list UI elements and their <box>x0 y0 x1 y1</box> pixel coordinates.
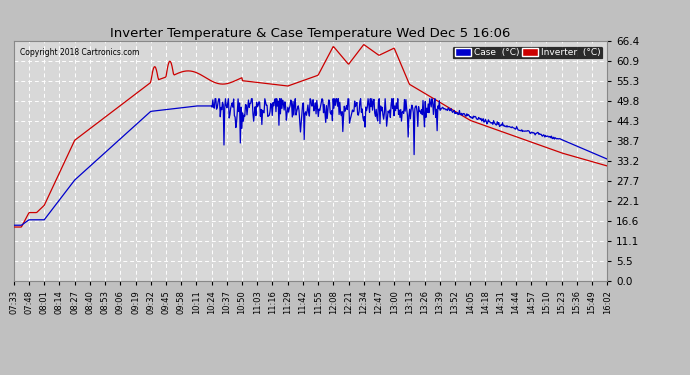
Legend: Case  (°C), Inverter  (°C): Case (°C), Inverter (°C) <box>453 46 602 59</box>
Title: Inverter Temperature & Case Temperature Wed Dec 5 16:06: Inverter Temperature & Case Temperature … <box>110 27 511 40</box>
Text: Copyright 2018 Cartronics.com: Copyright 2018 Cartronics.com <box>20 48 139 57</box>
